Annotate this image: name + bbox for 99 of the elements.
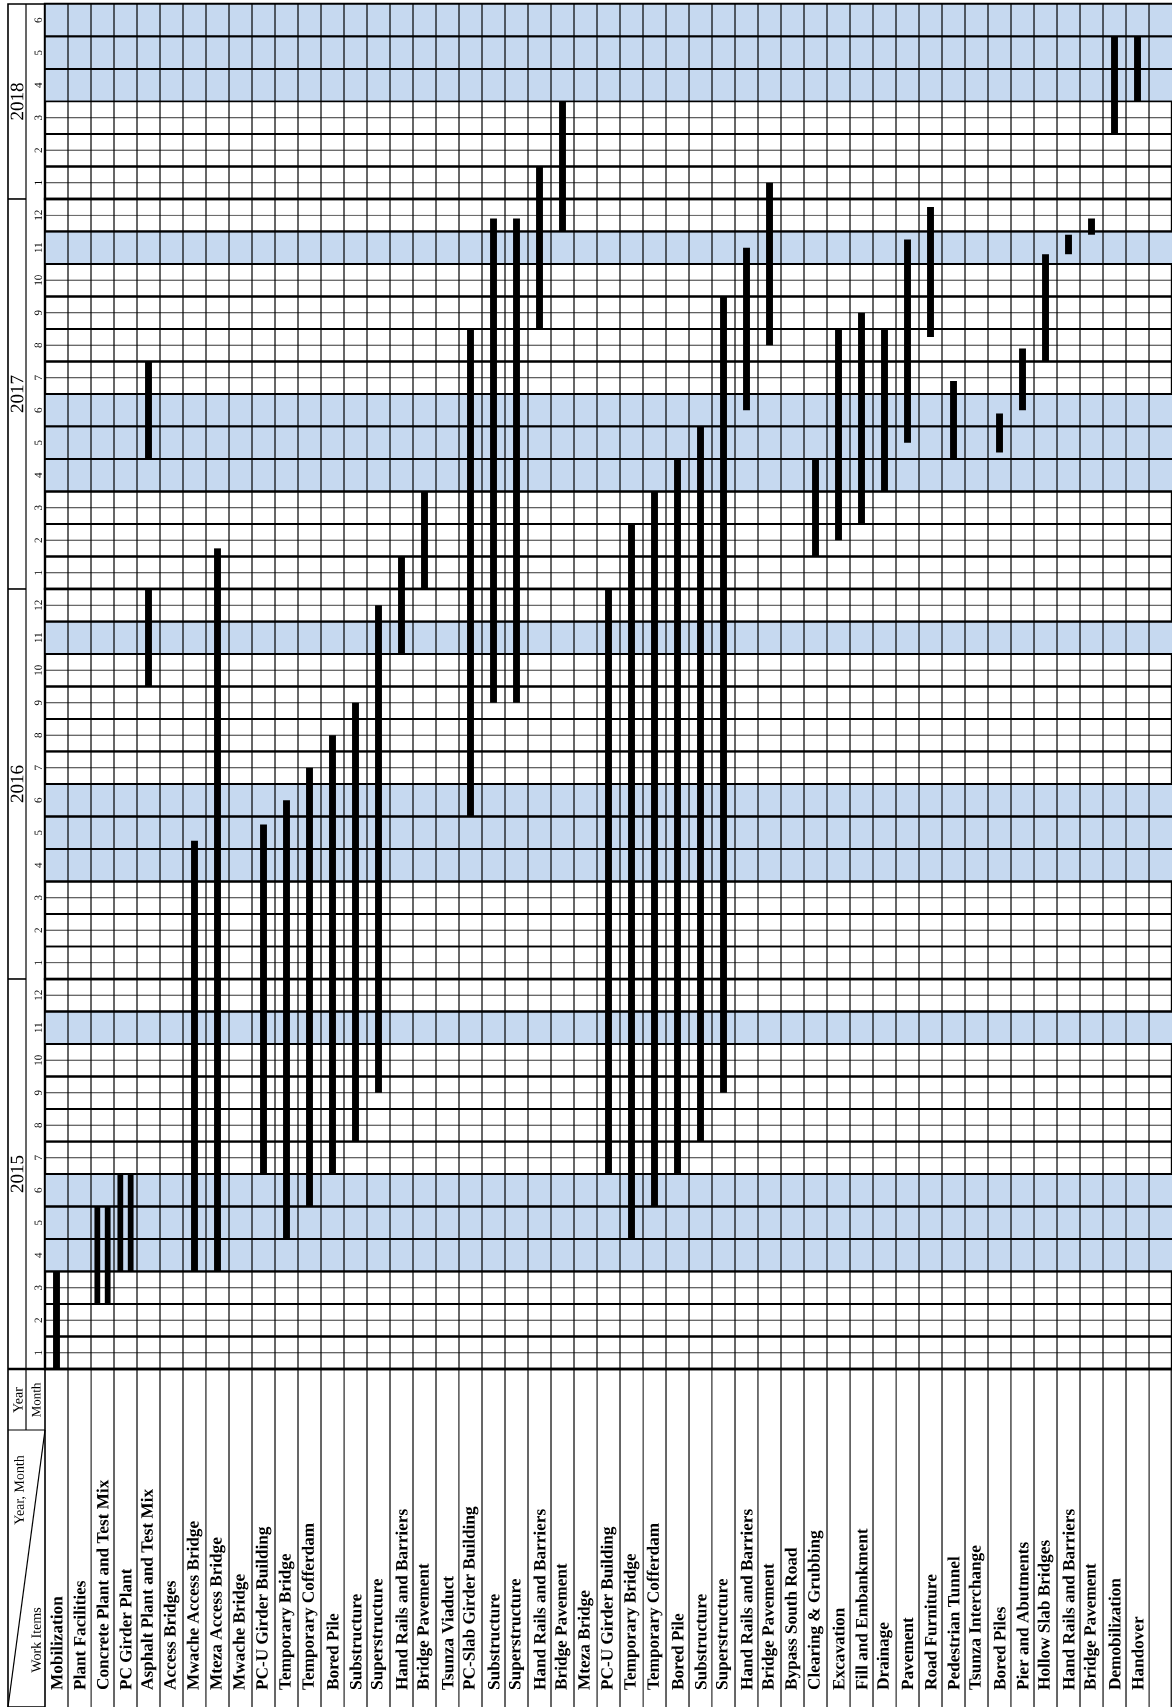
x-tick-label: Hand Rails and Barriers <box>395 1509 408 1690</box>
x-tick-label: Clearing & Grubbing <box>807 1530 824 1690</box>
y-tick-label: 7 <box>34 375 42 380</box>
x-tick-label: Bored Piles <box>993 1607 1006 1690</box>
x-tick-label: Mobilization <box>50 1596 63 1690</box>
x-tick-label: Bored Pile <box>326 1613 339 1690</box>
y-tick-label: 9 <box>34 310 42 316</box>
y-tick-label: 7 <box>34 1155 42 1160</box>
x-tick-label: Superstructure <box>715 1578 732 1690</box>
x-tick-label: Temporary Cofferdam <box>301 1523 318 1690</box>
x-tick-label: Hand Rails and Barriers <box>740 1509 753 1690</box>
x-tick-label: Road Furniture <box>924 1574 937 1690</box>
y-axis-title: 2015 <box>10 1155 24 1193</box>
y-tick-label: 6 <box>34 1187 42 1193</box>
y-tick-label: 6 <box>34 407 42 413</box>
y-tick-label: 5 <box>34 830 42 835</box>
y-tick-label: 7 <box>34 765 42 770</box>
x-tick-label: Bridge Pavement <box>554 1563 571 1690</box>
x-tick-label: Tsunza Viaduct <box>441 1576 454 1690</box>
y-tick-label: 4 <box>34 82 42 88</box>
y-tick-label: 1 <box>34 1350 42 1355</box>
x-tick-label: Substructure <box>694 1594 707 1690</box>
y-tick-label: 8 <box>34 732 42 738</box>
x-tick-label: Substructure <box>349 1594 362 1690</box>
y-axis-title: 2017 <box>10 375 24 413</box>
x-tick-label: Temporary Cofferdam <box>646 1523 663 1690</box>
y-tick-label: 1 <box>34 180 42 185</box>
x-tick-label: Pier and Abutments <box>1016 1542 1029 1690</box>
bar <box>1065 234 1072 255</box>
x-tick-label: Mteza Access Bridge <box>209 1537 226 1690</box>
x-tick-label: Temporary Bridge <box>623 1553 640 1690</box>
y-tick-label: 4 <box>34 862 42 868</box>
x-tick-label: Temporary Bridge <box>278 1553 295 1690</box>
y-tick-label: 11 <box>34 1023 42 1033</box>
text: Year <box>13 1387 23 1413</box>
y-tick-label: 9 <box>34 1090 42 1096</box>
x-tick-label: Superstructure <box>508 1578 525 1690</box>
x-tick-label: PC-U Girder Building <box>600 1526 617 1690</box>
y-tick-label: 6 <box>34 797 42 803</box>
x-tick-label: Bored Pile <box>671 1613 684 1690</box>
x-tick-label: PC Girder Plant <box>119 1568 132 1690</box>
y-tick-label: 2 <box>34 538 42 543</box>
x-tick-label: Plant Facilities <box>73 1580 86 1690</box>
x-tick-label: Mwache Access Bridge <box>186 1521 203 1690</box>
x-tick-label: PC-Slab Girder Building <box>462 1506 479 1690</box>
x-tick-label: Fill and Embankment <box>855 1528 868 1690</box>
y-tick-label: 3 <box>34 115 42 120</box>
x-tick-label: Pedestrian Tunnel <box>947 1556 960 1690</box>
y-tick-label: 1 <box>34 960 42 965</box>
y-tick-label: 2 <box>34 928 42 933</box>
x-tick-label: Access Bridges <box>163 1580 180 1690</box>
y-tick-label: 4 <box>34 1252 42 1258</box>
x-tick-label: Bridge Pavement <box>761 1563 778 1690</box>
x-tick-label: Bridge Pavement <box>416 1563 433 1690</box>
y-tick-label: 10 <box>34 665 42 675</box>
y-tick-label: 3 <box>34 895 42 900</box>
y-tick-label: 11 <box>34 243 42 253</box>
x-tick-label: Mteza Bridge <box>577 1590 594 1690</box>
x-tick-label: Bridge Pavement <box>1083 1563 1100 1690</box>
x-tick-label: Tsunza Interchange <box>968 1545 985 1690</box>
text: Year, Month <box>14 1455 26 1525</box>
x-tick-label: Concrete Plant and Test Mix <box>96 1479 109 1690</box>
y-tick-label: 10 <box>34 1055 42 1065</box>
y-tick-label: 9 <box>34 700 42 706</box>
y-tick-label: 3 <box>34 1285 42 1290</box>
x-tick-label: Excavation <box>832 1608 845 1690</box>
y-tick-label: 8 <box>34 342 42 348</box>
x-tick-label: PC-U Girder Building <box>255 1526 272 1690</box>
x-tick-label: Asphalt Plant and Test Mix <box>140 1489 157 1690</box>
y-tick-label: 5 <box>34 440 42 445</box>
y-tick-label: 12 <box>34 990 42 1000</box>
x-tick-label: Mwache Bridge <box>232 1574 249 1690</box>
y-tick-label: 12 <box>34 600 42 610</box>
x-tick-label: Pavement <box>901 1617 914 1690</box>
y-tick-label: 4 <box>34 472 42 478</box>
y-tick-label: 2 <box>34 148 42 153</box>
x-tick-label: Superstructure <box>370 1578 387 1690</box>
y-tick-label: 11 <box>34 633 42 643</box>
x-tick-label: Hand Rails and Barriers <box>533 1509 546 1690</box>
y-tick-label: 5 <box>34 1220 42 1225</box>
y-tick-label: 3 <box>34 505 42 510</box>
x-tick-label: Substructure <box>487 1594 500 1690</box>
x-tick-label: Hollow Slab Bridges <box>1037 1540 1054 1690</box>
y-tick-label: 6 <box>34 17 42 23</box>
x-tick-label: Bypass South Road <box>784 1547 801 1690</box>
y-tick-label: 2 <box>34 1318 42 1323</box>
y-tick-label: 12 <box>34 210 42 220</box>
text: Month <box>31 1382 41 1417</box>
x-tick-label: Handover <box>1131 1616 1144 1690</box>
y-tick-label: 1 <box>34 570 42 575</box>
text: Work Items <box>31 1607 41 1673</box>
x-tick-label: Drainage <box>876 1622 893 1690</box>
y-tick-label: 8 <box>34 1122 42 1128</box>
y-axis-title: 2018 <box>10 83 24 120</box>
x-tick-label: Demobilization <box>1108 1578 1121 1690</box>
x-tick-label: Hand Rails and Barriers <box>1062 1509 1075 1690</box>
y-tick-label: 5 <box>34 50 42 55</box>
y-tick-label: 10 <box>34 275 42 285</box>
y-axis-title: 2016 <box>10 765 24 803</box>
